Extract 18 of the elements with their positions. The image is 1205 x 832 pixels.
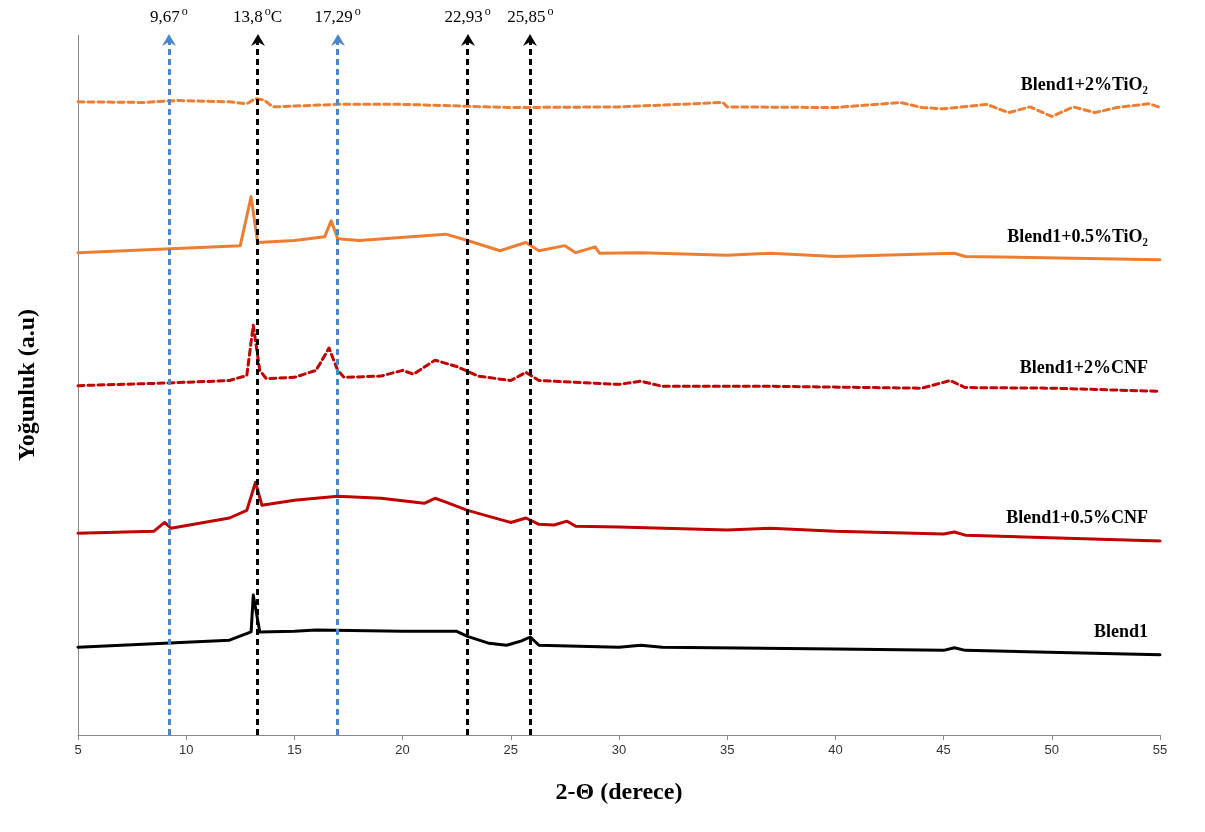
series-label: Blend1+0.5%TiO₂ [1007,225,1148,247]
x-axis-title: 2-Θ (derece) [555,778,683,804]
x-tick-label: 35 [719,742,735,757]
series-label: Blend1+2%TiO₂ [1020,73,1148,95]
x-tick-label: 30 [611,742,627,757]
x-tick-label: 10 [178,742,194,757]
x-tick-label: 5 [74,742,82,757]
x-tick-label: 55 [1152,742,1168,757]
x-tick-label: 25 [503,742,519,757]
y-axis-title: Yoğunluk (a.u) [13,308,39,462]
x-tick-label: 15 [287,742,302,757]
series-label: Blend1+2%CNF [1019,357,1148,379]
x-tick-label: 20 [395,742,410,757]
series-label: Blend1 [1093,620,1148,642]
x-tick-label: 45 [936,742,951,757]
x-tick-label: 40 [828,742,843,757]
series-label: Blend1+0.5%CNF [1006,506,1148,528]
x-tick-label: 50 [1044,742,1060,757]
